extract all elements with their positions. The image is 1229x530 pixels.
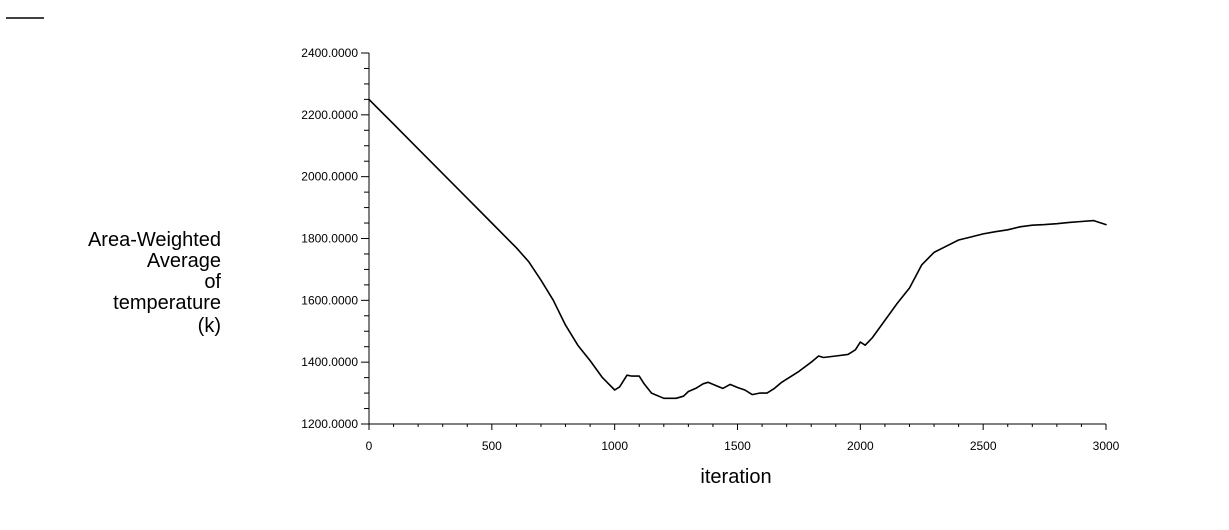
x-tick-label: 1000: [601, 439, 628, 453]
x-tick-label: 0: [366, 439, 373, 453]
axes: [368, 53, 1106, 425]
y-axis-title-line: temperature: [113, 292, 221, 314]
y-axis-title-line: Average: [147, 250, 221, 272]
x-tick-label: 2500: [970, 439, 997, 453]
y-ticks: 1200.0000 1400.0000 1600.0000 1800.0000 2000…: [301, 46, 369, 431]
x-tick-label: 3000: [1093, 439, 1120, 453]
y-tick-label: 2400.0000: [301, 46, 358, 60]
y-axis-title-line: Area-Weighted: [88, 229, 221, 251]
y-tick-label: 1400.0000: [301, 355, 358, 369]
y-axis-title-line: (k): [198, 315, 221, 337]
y-axis-title: Area-Weighted Average of temperature (k): [88, 229, 221, 337]
y-tick-label: 2000.0000: [301, 170, 358, 184]
y-tick-label: 2200.0000: [301, 108, 358, 122]
x-tick-label: 2000: [847, 439, 874, 453]
x-axis-title: iteration: [700, 466, 771, 488]
x-tick-label: 500: [482, 439, 502, 453]
y-tick-label: 1600.0000: [301, 293, 358, 307]
y-axis-title-line: of: [204, 271, 221, 293]
y-tick-label: 1800.0000: [301, 232, 358, 246]
x-tick-label: 1500: [724, 439, 751, 453]
x-ticks: 0 500 1000 1500 2000 2500 3000: [366, 424, 1120, 453]
series-layer: [368, 98, 1107, 400]
y-tick-label: 1200.0000: [301, 417, 358, 431]
series-line: [368, 98, 1107, 400]
